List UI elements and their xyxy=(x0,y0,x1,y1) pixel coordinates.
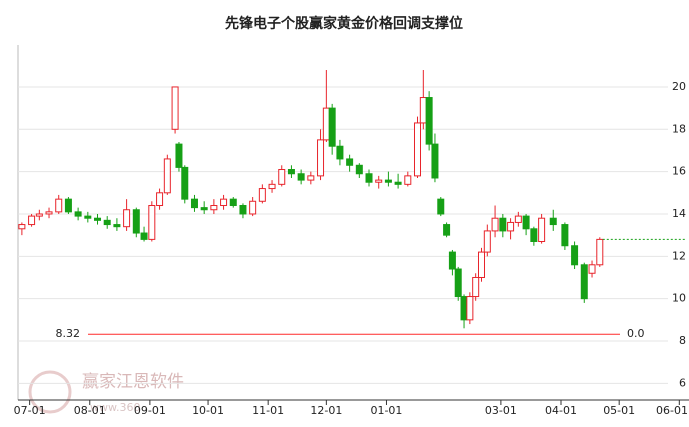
candle-body xyxy=(346,158,354,166)
candle-body xyxy=(229,198,237,207)
candle-body xyxy=(123,209,131,228)
candle-body xyxy=(472,276,480,298)
candle-body xyxy=(103,219,111,226)
candle-body xyxy=(200,207,208,211)
candle-body xyxy=(278,169,286,185)
candle-body xyxy=(460,296,468,321)
candle-body xyxy=(419,97,427,124)
chart-title: 先锋电子个股赢家黄金价格回调支撑位 xyxy=(225,15,463,32)
y-tick-label: 20 xyxy=(672,80,686,93)
candle-body xyxy=(549,217,557,226)
candle-body xyxy=(156,192,164,207)
candle-body xyxy=(220,198,228,207)
candle-body xyxy=(287,169,295,175)
candle-body xyxy=(375,179,383,183)
candle-body xyxy=(384,179,392,183)
candle-body xyxy=(431,143,439,179)
candle-body xyxy=(580,264,588,300)
x-tick-label: 06-01 xyxy=(656,404,688,417)
y-tick-label: 18 xyxy=(672,122,686,135)
candle-body xyxy=(258,188,266,202)
candle-body xyxy=(181,166,189,200)
candle-body xyxy=(113,224,121,228)
candle-body xyxy=(140,232,148,240)
candle-body xyxy=(448,251,456,270)
candle-body xyxy=(514,215,522,223)
candle-body xyxy=(94,217,102,221)
x-tick-label: 11-01 xyxy=(252,404,284,417)
candle-body xyxy=(55,198,63,213)
x-tick-label: 08-01 xyxy=(74,404,106,417)
candle-body xyxy=(35,213,43,217)
x-tick-label: 04-01 xyxy=(545,404,577,417)
candle-body xyxy=(210,205,218,211)
y-tick-label: 6 xyxy=(679,376,686,389)
candle-body xyxy=(132,209,140,234)
candle-body xyxy=(18,224,26,230)
candle-body xyxy=(507,221,515,232)
candle-body xyxy=(571,245,579,266)
y-tick-label: 16 xyxy=(672,165,686,178)
candle-body xyxy=(454,268,462,298)
x-tick-label: 10-01 xyxy=(192,404,224,417)
candle-body xyxy=(171,86,179,130)
candle-body xyxy=(163,158,171,194)
support-percent: 0.0 xyxy=(627,327,645,340)
candle-body xyxy=(413,122,421,177)
candle-body xyxy=(175,143,183,168)
x-tick-label: 09-01 xyxy=(134,404,166,417)
candle-body xyxy=(355,164,363,175)
candle-body xyxy=(365,173,373,183)
x-tick-label: 03-01 xyxy=(485,404,517,417)
candle-body xyxy=(148,205,156,240)
watermark-logo xyxy=(28,370,72,414)
candle-body xyxy=(404,175,412,185)
x-tick-label: 12-01 xyxy=(310,404,342,417)
candle-body xyxy=(483,230,491,253)
candle-body xyxy=(307,175,315,181)
y-tick-label: 10 xyxy=(672,292,686,305)
candle-body xyxy=(561,224,569,247)
candle-body xyxy=(249,200,257,215)
candle-body xyxy=(268,183,276,190)
x-tick-label: 05-01 xyxy=(603,404,635,417)
candle-body xyxy=(522,215,530,230)
candle-body xyxy=(45,211,53,215)
candle-body xyxy=(538,217,546,242)
support-label: 8.32 xyxy=(56,327,81,340)
candle-body xyxy=(336,145,344,160)
y-tick-label: 8 xyxy=(679,334,686,347)
candle-body xyxy=(466,296,474,321)
candle-body xyxy=(477,251,485,278)
candle-body xyxy=(530,228,538,243)
candle-body xyxy=(425,97,433,145)
candle-body xyxy=(499,217,507,232)
candle-body xyxy=(297,173,305,181)
candle-body xyxy=(437,198,445,215)
candle-body xyxy=(328,107,336,147)
candle-body xyxy=(64,198,72,213)
candle-body xyxy=(84,215,92,219)
candle-body xyxy=(74,211,82,217)
candle-body xyxy=(317,139,325,177)
candle-body xyxy=(588,264,596,274)
candle-body xyxy=(28,215,36,226)
candle-body xyxy=(596,238,604,266)
candle-body xyxy=(394,181,402,185)
candle-body xyxy=(190,198,198,209)
y-tick-label: 12 xyxy=(672,249,686,262)
candle-body xyxy=(322,107,330,141)
x-tick-label: 01-01 xyxy=(370,404,402,417)
x-tick-label: 07-01 xyxy=(14,404,46,417)
watermark: 赢家江恩软件 xyxy=(82,372,184,392)
y-tick-label: 14 xyxy=(672,207,686,220)
candle-body xyxy=(491,217,499,232)
watermark-url: www.360 xyxy=(90,401,140,414)
candle-body xyxy=(239,205,247,215)
candle-body xyxy=(443,224,451,236)
